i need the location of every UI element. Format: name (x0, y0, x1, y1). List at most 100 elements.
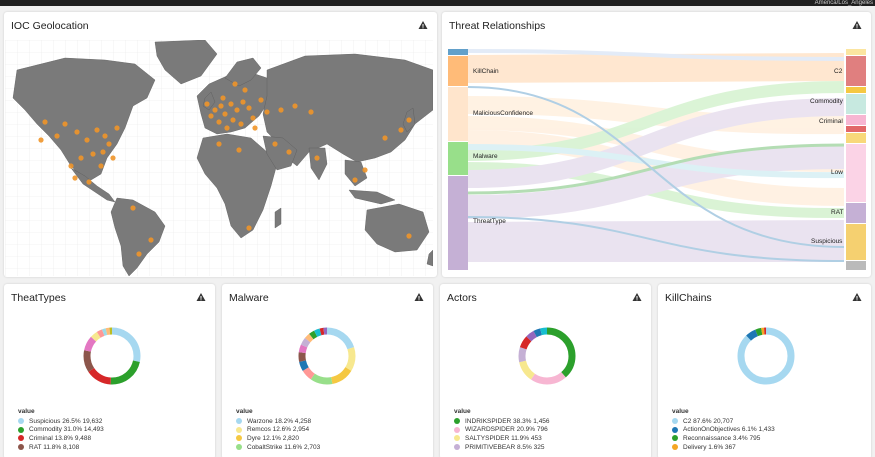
threat-relationships-title: Threat Relationships (449, 20, 546, 32)
legend-item[interactable]: Warzone 18.2% 4,258 (236, 417, 320, 426)
legend-item[interactable]: ActionOnObjectives 6.1% 1,433 (672, 426, 775, 435)
killchains-donut[interactable] (736, 326, 796, 386)
legend-label: Commodity 31.0% 14,493 (29, 426, 104, 434)
malware-panel: Malware value Warzone 18.2% 4,258 Remcos… (222, 284, 433, 457)
sankey-node-rat: RAT (831, 209, 844, 216)
malware-legend: value Warzone 18.2% 4,258 Remcos 12.6% 2… (236, 408, 320, 451)
legend-swatch (454, 444, 460, 451)
malware-donut[interactable] (297, 326, 357, 386)
timezone-label: America/Los_Angeles (814, 0, 873, 6)
legend-item[interactable]: Commodity 31.0% 14,493 (18, 426, 104, 435)
threattypes-title: TheatTypes (11, 292, 66, 304)
legend-item[interactable]: C2 87.6% 20,707 (672, 417, 775, 426)
legend-label: Suspicious 26.5% 19,632 (29, 417, 103, 425)
legend-item[interactable]: Dyre 12.1% 2,820 (236, 434, 320, 443)
legend-swatch (236, 435, 242, 442)
legend-item[interactable]: INDRIKSPIDER 38.3% 1,456 (454, 417, 550, 426)
legend-item[interactable]: Criminal 13.8% 9,488 (18, 434, 104, 443)
legend-title: value (236, 408, 253, 415)
actors-donut[interactable] (517, 326, 577, 386)
legend-label: ActionOnObjectives 6.1% 1,433 (683, 426, 775, 434)
killchains-panel: KillChains value C2 87.6% 20,707 ActionO… (658, 284, 871, 457)
legend-item[interactable]: Suspicious 26.5% 19,632 (18, 417, 104, 426)
legend-swatch (18, 426, 24, 433)
geolocation-title: IOC Geolocation (11, 20, 89, 32)
sankey-node-maliciousconfidence: MaliciousConfidence (473, 110, 533, 117)
warning-icon[interactable] (414, 292, 424, 302)
legend-swatch (672, 426, 678, 433)
sankey-node-malware: Malware (473, 153, 498, 160)
legend-item[interactable]: Remcos 12.6% 2,954 (236, 426, 320, 435)
top-bar: America/Los_Angeles (0, 0, 875, 6)
donut-slice (298, 327, 356, 385)
legend-label: Reconnaissance 3.4% 795 (683, 434, 761, 442)
legend-label: C2 87.6% 20,707 (683, 417, 734, 425)
sankey-node-low: Low (831, 169, 843, 176)
legend-label: WIZARDSPIDER 20.9% 796 (465, 426, 548, 434)
legend-label: Warzone 18.2% 4,258 (247, 417, 312, 425)
actors-legend: value INDRIKSPIDER 38.3% 1,456 WIZARDSPI… (454, 408, 550, 451)
legend-item[interactable]: PRIMITIVEBEAR 8.5% 325 (454, 443, 550, 452)
sankey-node-killchain: KillChain (473, 68, 499, 75)
legend-title: value (18, 408, 35, 415)
actors-panel: Actors value INDRIKSPIDER 38.3% 1,456 WI… (440, 284, 651, 457)
donut-slice (83, 327, 141, 385)
sankey-node-suspicious: Suspicious (811, 238, 843, 245)
sankey-node-threattype: ThreatType (473, 218, 506, 225)
legend-swatch (18, 418, 24, 425)
legend-swatch (672, 418, 678, 425)
donut-slice (737, 327, 795, 385)
sankey-node-criminal: Criminal (819, 118, 843, 125)
legend-swatch (18, 444, 24, 451)
warning-icon[interactable] (852, 20, 862, 30)
threat-relationships-panel: Threat Relationships (442, 12, 871, 277)
legend-label: INDRIKSPIDER 38.3% 1,456 (465, 417, 550, 425)
warning-icon[interactable] (632, 292, 642, 302)
legend-swatch (454, 426, 460, 433)
legend-swatch (18, 435, 24, 442)
legend-label: Delivery 1.6% 367 (683, 443, 736, 451)
killchains-legend: value C2 87.6% 20,707 ActionOnObjectives… (672, 408, 775, 451)
donut-slice (298, 327, 356, 385)
killchains-title: KillChains (665, 292, 712, 304)
legend-item[interactable]: Delivery 1.6% 367 (672, 443, 775, 452)
malware-title: Malware (229, 292, 269, 304)
donut-slice (83, 327, 141, 385)
threattypes-donut[interactable] (82, 326, 142, 386)
legend-item[interactable]: CobaltStrike 11.6% 2,703 (236, 443, 320, 452)
donut-slice (518, 327, 576, 385)
legend-swatch (672, 435, 678, 442)
sankey-node-c2: C2 (834, 68, 843, 75)
legend-swatch (454, 418, 460, 425)
donut-slice (518, 327, 576, 385)
legend-title: value (454, 408, 471, 415)
warning-icon[interactable] (418, 20, 428, 30)
threattypes-panel: TheatTypes value Suspicious 26.5% 19,632… (4, 284, 215, 457)
sankey-node-commodity: Commodity (810, 98, 843, 105)
legend-label: Dyre 12.1% 2,820 (247, 434, 300, 442)
warning-icon[interactable] (852, 292, 862, 302)
legend-swatch (236, 426, 242, 433)
actors-title: Actors (447, 292, 477, 304)
legend-label: CobaltStrike 11.6% 2,703 (247, 443, 321, 451)
legend-label: Remcos 12.6% 2,954 (247, 426, 310, 434)
donut-slice (737, 327, 795, 385)
legend-item[interactable]: RAT 11.8% 8,108 (18, 443, 104, 452)
donut-slice (518, 327, 576, 385)
geolocation-panel: IOC Geolocation (4, 12, 437, 277)
legend-item[interactable]: WIZARDSPIDER 20.9% 796 (454, 426, 550, 435)
legend-swatch (672, 444, 678, 451)
sankey-diagram[interactable]: KillChain MaliciousConfidence Malware Th… (448, 47, 868, 272)
warning-icon[interactable] (196, 292, 206, 302)
legend-label: PRIMITIVEBEAR 8.5% 325 (465, 443, 545, 451)
legend-swatch (236, 418, 242, 425)
world-map[interactable] (5, 39, 434, 277)
legend-label: Criminal 13.8% 9,488 (29, 434, 92, 442)
legend-label: SALTYSPIDER 11.9% 453 (465, 434, 542, 442)
ioc-markers (38, 81, 412, 257)
legend-item[interactable]: Reconnaissance 3.4% 795 (672, 434, 775, 443)
legend-swatch (454, 435, 460, 442)
donut-slice (298, 327, 356, 385)
donut-slice (298, 327, 356, 385)
legend-item[interactable]: SALTYSPIDER 11.9% 453 (454, 434, 550, 443)
